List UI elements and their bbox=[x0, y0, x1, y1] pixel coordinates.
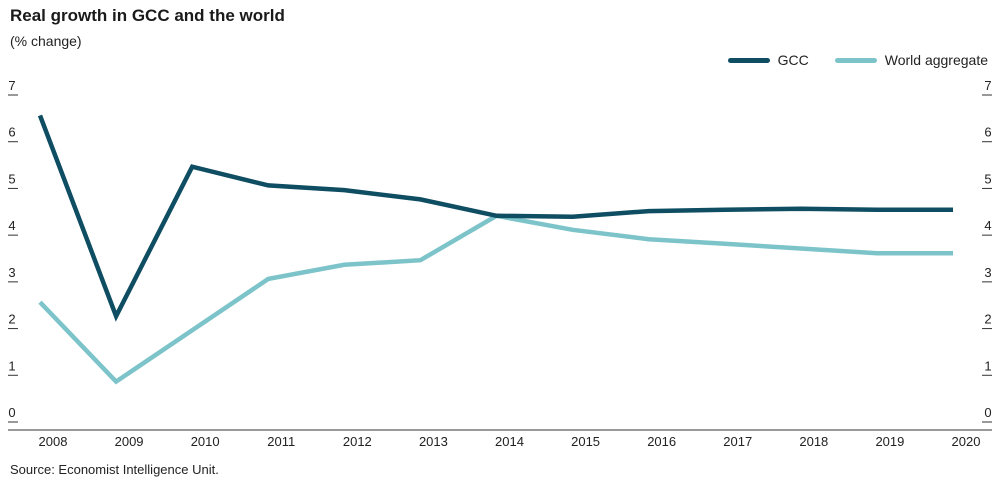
x-tick-label: 2018 bbox=[799, 434, 828, 449]
x-tick-label: 2013 bbox=[419, 434, 448, 449]
y-tick-label-left: 4 bbox=[8, 218, 15, 233]
source-note: Source: Economist Intelligence Unit. bbox=[10, 462, 219, 477]
y-tick-label-right: 1 bbox=[984, 358, 991, 373]
y-tick-label-right: 6 bbox=[984, 125, 991, 140]
x-tick-label: 2015 bbox=[571, 434, 600, 449]
y-tick-label-right: 3 bbox=[984, 265, 991, 280]
y-tick-label-left: 0 bbox=[8, 405, 15, 420]
y-tick-label-right: 2 bbox=[984, 312, 991, 327]
legend-swatch-world bbox=[834, 57, 877, 63]
x-tick-label: 2008 bbox=[39, 434, 68, 449]
y-tick-label-right: 4 bbox=[984, 218, 991, 233]
x-tick-label: 2019 bbox=[875, 434, 904, 449]
x-tick-label: 2012 bbox=[343, 434, 372, 449]
y-tick-label-right: 0 bbox=[984, 405, 991, 420]
x-tick-label: 2016 bbox=[647, 434, 676, 449]
series-line-world-aggregate bbox=[38, 213, 953, 385]
y-tick-label-left: 2 bbox=[8, 312, 15, 327]
chart-title: Real growth in GCC and the world bbox=[10, 6, 285, 25]
chart-subtitle: (% change) bbox=[10, 33, 82, 49]
legend: GCC World aggregate bbox=[702, 52, 988, 68]
legend-label-world: World aggregate bbox=[884, 52, 988, 68]
x-tick-label: 2020 bbox=[952, 434, 981, 449]
y-tick-label-right: 7 bbox=[984, 78, 991, 93]
legend-item-gcc: GCC bbox=[727, 52, 809, 68]
y-tick-label-left: 1 bbox=[8, 358, 15, 373]
x-tick-label: 2009 bbox=[115, 434, 144, 449]
y-tick-label-left: 5 bbox=[8, 171, 15, 186]
x-tick-label: 2017 bbox=[723, 434, 752, 449]
x-tick-label: 2011 bbox=[267, 434, 295, 449]
legend-label-gcc: GCC bbox=[777, 52, 809, 68]
x-tick-label: 2010 bbox=[191, 434, 220, 449]
x-tick-label: 2014 bbox=[495, 434, 524, 449]
y-tick-label-left: 3 bbox=[8, 265, 15, 280]
y-tick-label-left: 6 bbox=[8, 125, 15, 140]
legend-swatch-gcc bbox=[727, 57, 770, 63]
legend-item-world: World aggregate bbox=[834, 52, 988, 68]
y-tick-label-left: 7 bbox=[8, 78, 15, 93]
series-line-gcc bbox=[37, 114, 953, 322]
y-tick-label-right: 5 bbox=[984, 171, 991, 186]
